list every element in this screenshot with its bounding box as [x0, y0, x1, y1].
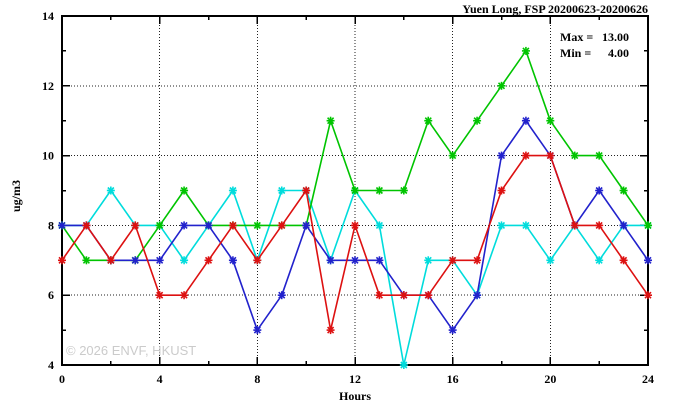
data-marker-station-blue: [351, 256, 359, 265]
data-marker-station-blue: [155, 256, 164, 265]
data-marker-station-green: [326, 116, 335, 125]
data-marker-station-red: [473, 256, 482, 265]
data-marker-station-red: [180, 291, 189, 300]
data-marker-station-red: [82, 221, 91, 230]
data-marker-station-cyan: [399, 361, 408, 369]
data-marker-station-red: [204, 256, 213, 265]
max-stat-value: 13.00: [602, 30, 629, 44]
data-marker-station-red: [448, 256, 457, 265]
data-marker-station-red: [228, 221, 237, 230]
data-marker-station-red: [424, 291, 433, 300]
data-marker-station-green: [351, 186, 359, 195]
data-marker-station-blue: [302, 221, 311, 230]
data-marker-station-blue: [58, 221, 66, 230]
x-tick-label: 24: [642, 372, 654, 386]
data-marker-station-cyan: [595, 256, 604, 265]
x-tick-label: 8: [254, 372, 260, 386]
data-marker-station-blue: [521, 116, 530, 125]
data-marker-station-blue: [375, 256, 384, 265]
data-marker-station-red: [58, 256, 66, 265]
data-marker-station-cyan: [228, 186, 237, 195]
data-marker-station-cyan: [546, 256, 555, 265]
data-marker-station-blue: [180, 221, 189, 230]
y-tick-label: 14: [42, 9, 54, 23]
data-marker-station-green: [497, 81, 506, 90]
data-marker-station-red: [131, 221, 140, 230]
x-tick-label: 0: [59, 372, 65, 386]
data-marker-station-green: [570, 151, 579, 160]
data-marker-station-cyan: [375, 221, 384, 230]
y-axis-title: ug/m3: [9, 180, 23, 212]
x-tick-label: 16: [447, 372, 459, 386]
data-marker-station-blue: [619, 221, 628, 230]
data-marker-station-green: [399, 186, 408, 195]
data-marker-station-red: [619, 256, 628, 265]
x-tick-label: 20: [544, 372, 556, 386]
data-marker-station-red: [253, 256, 262, 265]
data-marker-station-green: [155, 221, 164, 230]
data-marker-station-green: [253, 221, 262, 230]
data-marker-station-red: [326, 326, 335, 335]
data-marker-station-red: [351, 221, 359, 230]
data-marker-station-red: [521, 151, 530, 160]
data-marker-station-red: [546, 151, 555, 160]
data-marker-station-blue: [595, 186, 604, 195]
x-axis-title: Hours: [339, 389, 371, 403]
y-tick-label: 12: [42, 79, 54, 93]
data-marker-station-red: [570, 221, 579, 230]
data-marker-station-red: [277, 221, 286, 230]
data-marker-station-cyan: [521, 221, 530, 230]
data-marker-station-green: [375, 186, 384, 195]
data-marker-station-green: [521, 46, 530, 55]
data-marker-station-green: [546, 116, 555, 125]
y-tick-label: 10: [42, 149, 54, 163]
data-marker-station-blue: [473, 291, 482, 300]
data-marker-station-cyan: [424, 256, 433, 265]
y-tick-label: 4: [48, 358, 54, 372]
data-marker-station-blue: [228, 256, 237, 265]
min-stat-label: Min =: [560, 46, 591, 60]
chart-title: Yuen Long, FSP 20200623-20200626: [462, 2, 648, 16]
data-marker-station-blue: [326, 256, 335, 265]
data-marker-station-blue: [448, 326, 457, 335]
data-marker-station-red: [302, 186, 311, 195]
data-marker-station-blue: [644, 256, 652, 265]
max-stat-label: Max =: [560, 30, 593, 44]
data-marker-station-red: [497, 186, 506, 195]
data-marker-station-green: [595, 151, 604, 160]
data-marker-station-cyan: [277, 186, 286, 195]
y-tick-label: 8: [48, 218, 54, 232]
data-marker-station-cyan: [180, 256, 189, 265]
y-tick-label: 6: [48, 288, 54, 302]
watermark: © 2026 ENVF, HKUST: [66, 343, 196, 358]
data-marker-station-cyan: [497, 221, 506, 230]
data-marker-station-green: [619, 186, 628, 195]
data-marker-station-red: [399, 291, 408, 300]
data-marker-station-blue: [204, 221, 213, 230]
x-tick-label: 12: [349, 372, 361, 386]
data-marker-station-red: [155, 291, 164, 300]
data-marker-station-green: [448, 151, 457, 160]
data-marker-station-cyan: [106, 186, 115, 195]
data-marker-station-blue: [253, 326, 262, 335]
data-marker-station-green: [82, 256, 91, 265]
data-marker-station-green: [424, 116, 433, 125]
data-marker-station-green: [180, 186, 189, 195]
data-marker-station-red: [644, 291, 652, 300]
min-stat-value: 4.00: [608, 46, 629, 60]
x-tick-label: 4: [157, 372, 163, 386]
data-marker-station-red: [375, 291, 384, 300]
data-marker-station-red: [595, 221, 604, 230]
data-marker-station-blue: [131, 256, 140, 265]
data-marker-station-red: [106, 256, 115, 265]
data-marker-station-green: [473, 116, 482, 125]
data-marker-station-blue: [497, 151, 506, 160]
data-marker-station-green: [644, 221, 652, 230]
data-marker-station-blue: [277, 291, 286, 300]
